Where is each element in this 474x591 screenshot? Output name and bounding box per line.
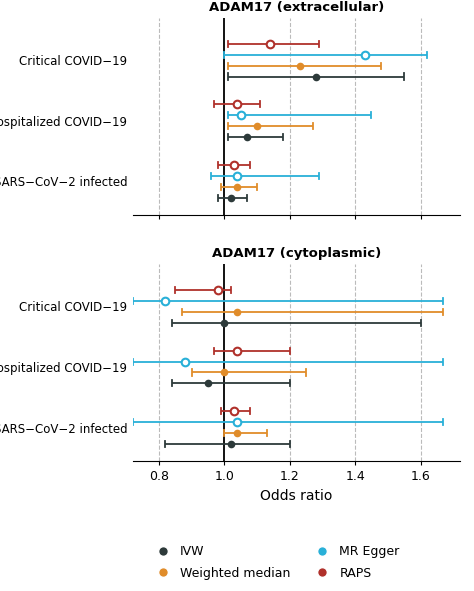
- X-axis label: Odds ratio: Odds ratio: [260, 489, 332, 502]
- Title: ADAM17 (extracellular): ADAM17 (extracellular): [209, 1, 384, 14]
- Title: ADAM17 (cytoplasmic): ADAM17 (cytoplasmic): [211, 247, 381, 260]
- Legend: IVW, Weighted median, MR Egger, RAPS: IVW, Weighted median, MR Egger, RAPS: [145, 540, 405, 584]
